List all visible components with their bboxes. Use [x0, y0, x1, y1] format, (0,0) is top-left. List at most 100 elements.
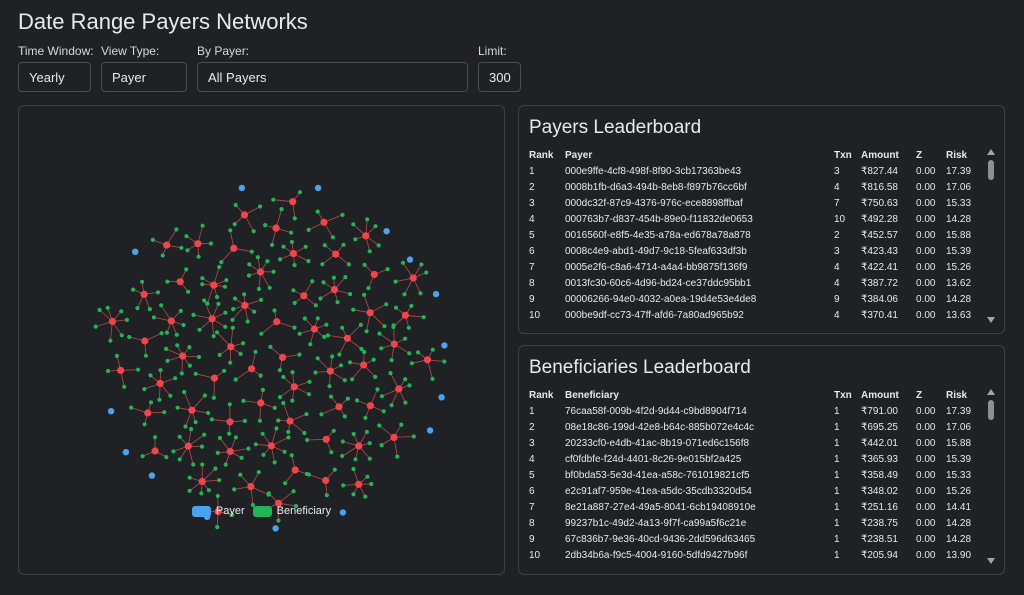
- hub-node[interactable]: [395, 385, 403, 393]
- payer-node[interactable]: [339, 509, 347, 516]
- beneficiary-node[interactable]: [251, 229, 256, 234]
- beneficiary-node[interactable]: [332, 467, 337, 472]
- beneficiary-node[interactable]: [241, 341, 246, 346]
- beneficiary-node[interactable]: [272, 405, 277, 410]
- beneficiary-node[interactable]: [261, 452, 266, 457]
- beneficiary-node[interactable]: [191, 462, 196, 467]
- beneficiary-node[interactable]: [256, 286, 261, 291]
- beneficiary-node[interactable]: [183, 424, 188, 429]
- beneficiary-node[interactable]: [321, 280, 326, 285]
- beneficiary-node[interactable]: [340, 325, 345, 330]
- beneficiary-node[interactable]: [217, 352, 222, 357]
- beneficiary-node[interactable]: [430, 347, 435, 352]
- beneficiary-node[interactable]: [324, 322, 329, 327]
- hub-node[interactable]: [210, 281, 218, 289]
- beneficiary-node[interactable]: [200, 282, 205, 287]
- hub-node[interactable]: [184, 442, 192, 450]
- beneficiary-node[interactable]: [366, 286, 371, 291]
- beneficiary-node[interactable]: [276, 518, 281, 523]
- beneficiary-node[interactable]: [297, 331, 302, 336]
- hub-node[interactable]: [198, 477, 206, 486]
- beneficiary-node[interactable]: [217, 264, 222, 270]
- beneficiary-node[interactable]: [442, 359, 447, 364]
- beneficiary-node[interactable]: [419, 262, 424, 267]
- beneficiary-node[interactable]: [330, 354, 335, 359]
- beneficiary-node[interactable]: [415, 350, 421, 355]
- beneficiary-node[interactable]: [230, 325, 235, 330]
- beneficiary-node[interactable]: [177, 434, 182, 439]
- beneficiary-node[interactable]: [306, 227, 311, 232]
- view-type-select[interactable]: Payer: [101, 62, 187, 92]
- beneficiary-node[interactable]: [164, 330, 169, 335]
- beneficiary-node[interactable]: [147, 307, 152, 312]
- beneficiary-node[interactable]: [159, 303, 164, 308]
- beneficiary-node[interactable]: [407, 351, 412, 356]
- beneficiary-node[interactable]: [322, 334, 327, 339]
- beneficiary-node[interactable]: [367, 441, 372, 446]
- time-window-select[interactable]: Yearly: [18, 62, 91, 92]
- beneficiary-node[interactable]: [271, 269, 276, 274]
- table-row[interactable]: 6 e2c91af7-959e-41ea-a5dc-35cdb3320d54 1 ₹3…: [529, 483, 977, 499]
- hub-node[interactable]: [320, 218, 328, 226]
- hub-node[interactable]: [343, 334, 351, 342]
- hub-node[interactable]: [330, 286, 339, 294]
- beneficiary-node[interactable]: [135, 306, 140, 311]
- hub-node[interactable]: [167, 317, 175, 325]
- beneficiary-node[interactable]: [150, 237, 155, 242]
- payer-node[interactable]: [406, 256, 414, 263]
- beneficiary-node[interactable]: [227, 402, 232, 407]
- beneficiary-node[interactable]: [245, 319, 250, 324]
- beneficiary-node[interactable]: [136, 367, 141, 372]
- hub-node[interactable]: [360, 361, 368, 369]
- beneficiary-node[interactable]: [151, 315, 156, 320]
- beneficiary-node[interactable]: [211, 334, 216, 339]
- beneficiary-node[interactable]: [315, 356, 320, 361]
- beneficiary-node[interactable]: [393, 279, 398, 284]
- beneficiary-node[interactable]: [330, 235, 335, 240]
- table-row[interactable]: 3 000dc32f-87c9-4376-976c-ece8898ffbaf 7 ₹7…: [529, 195, 977, 211]
- hub-node[interactable]: [286, 417, 294, 425]
- scroll-thumb[interactable]: [988, 400, 994, 420]
- hub-node[interactable]: [163, 241, 171, 249]
- beneficiary-node[interactable]: [164, 346, 169, 351]
- beneficiary-node[interactable]: [308, 342, 313, 347]
- hub-node[interactable]: [322, 435, 330, 443]
- hub-node[interactable]: [272, 224, 280, 232]
- table-row[interactable]: 5 bf0bda53-5e3d-41ea-a58c-761019821cf5 1 ₹3…: [529, 467, 977, 483]
- beneficiary-node[interactable]: [253, 442, 258, 447]
- beneficiary-node[interactable]: [196, 354, 202, 360]
- hub-node[interactable]: [156, 379, 164, 387]
- beneficiary-node[interactable]: [238, 351, 243, 356]
- hub-node[interactable]: [335, 403, 343, 411]
- hub-node[interactable]: [247, 483, 255, 491]
- beneficiary-node[interactable]: [270, 242, 275, 247]
- hub-node[interactable]: [355, 442, 363, 450]
- table-row[interactable]: 1 000e9ffe-4cf8-498f-8f90-3cb17363be43 3 ₹8…: [529, 163, 977, 179]
- beneficiary-node[interactable]: [293, 503, 299, 509]
- hub-node[interactable]: [390, 340, 398, 348]
- beneficiary-node[interactable]: [228, 360, 233, 365]
- beneficiary-node[interactable]: [105, 305, 110, 310]
- beneficiary-node[interactable]: [358, 322, 363, 327]
- table-row[interactable]: 7 8e21a887-27e4-49a5-8041-6cb19408910e 1 ₹2…: [529, 499, 977, 515]
- beneficiary-node[interactable]: [340, 212, 345, 217]
- hub-node[interactable]: [257, 399, 265, 407]
- beneficiary-node[interactable]: [319, 412, 324, 417]
- beneficiary-node[interactable]: [157, 397, 162, 402]
- hub-node[interactable]: [370, 270, 378, 279]
- beneficiary-node[interactable]: [252, 309, 257, 314]
- beneficiary-node[interactable]: [341, 242, 346, 247]
- hub-node[interactable]: [108, 317, 116, 326]
- table-row[interactable]: 10 000be9df-cc73-47ff-afd6-7a80ad965b92 4 ₹…: [529, 307, 977, 323]
- beneficiary-node[interactable]: [277, 368, 282, 373]
- beneficiary-node[interactable]: [351, 222, 356, 227]
- beneficiary-node[interactable]: [289, 453, 294, 458]
- hub-node[interactable]: [401, 311, 409, 319]
- beneficiary-node[interactable]: [238, 472, 243, 477]
- payer-node[interactable]: [383, 228, 390, 235]
- beneficiary-node[interactable]: [313, 303, 318, 308]
- beneficiary-node[interactable]: [189, 427, 194, 432]
- beneficiary-node[interactable]: [177, 457, 182, 462]
- beneficiary-node[interactable]: [209, 417, 214, 422]
- beneficiary-node[interactable]: [256, 470, 261, 475]
